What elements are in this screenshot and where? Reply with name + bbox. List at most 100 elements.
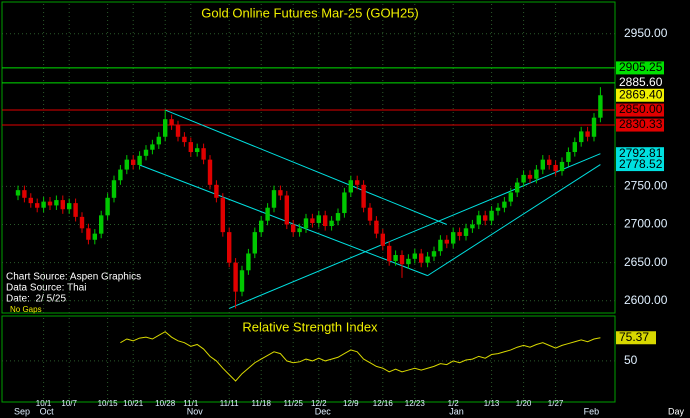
y-tick-label: 50: [624, 353, 638, 367]
candle-body: [451, 232, 456, 244]
candle-body: [201, 148, 206, 160]
note: Date: 2/ 5/25: [6, 294, 66, 305]
candle-body: [348, 180, 353, 193]
level-box: [616, 61, 664, 75]
month-label: Oct: [40, 406, 55, 416]
x-tick-label: 11/18: [251, 399, 271, 408]
candle-body: [60, 200, 65, 210]
level-box: [616, 147, 664, 161]
candle-body: [278, 190, 283, 196]
candle-body: [387, 245, 392, 262]
candle-body: [502, 201, 507, 208]
note: Chart Source: Aspen Graphics: [6, 272, 141, 283]
x-unit: Day: [668, 406, 685, 416]
candle-body: [239, 270, 245, 292]
month-label: Jan: [449, 406, 464, 416]
candle-body: [585, 131, 590, 137]
candle-body: [188, 142, 193, 153]
x-tick-label: 12/23: [405, 399, 426, 408]
candle-body: [99, 215, 104, 234]
y-tick-label: 2700.00: [624, 217, 668, 231]
candle-body: [156, 136, 161, 145]
candle-body: [489, 210, 494, 221]
candle-body: [515, 182, 520, 193]
x-tick-label: 1/2: [448, 399, 460, 408]
level-label: 2830.33: [619, 117, 663, 131]
candle-body: [35, 203, 40, 208]
candle-body: [470, 224, 475, 229]
candle-body: [111, 180, 117, 198]
level-label: 2869.40: [619, 87, 663, 101]
candle-body: [143, 149, 149, 156]
candle-body: [431, 251, 437, 257]
candle-body: [329, 220, 334, 227]
trendline: [427, 164, 601, 277]
candle-body: [316, 215, 321, 223]
candle-body: [47, 201, 53, 206]
candle-body: [28, 197, 33, 204]
candle-body: [175, 125, 181, 137]
x-tick-label: 10/7: [61, 399, 77, 408]
x-tick-label: 12/16: [373, 399, 394, 408]
level-box: [616, 158, 664, 172]
candle-body: [303, 218, 309, 229]
month-label: Dec: [315, 406, 332, 416]
candle-body: [79, 216, 85, 229]
candle-body: [335, 213, 341, 221]
x-tick-label: 10/28: [155, 399, 176, 408]
candle-body: [233, 262, 238, 292]
candle-body: [265, 207, 270, 221]
candle-body: [131, 159, 136, 165]
candle-body: [355, 180, 360, 185]
candle-body: [367, 207, 373, 221]
candle-body: [559, 161, 565, 172]
month-label: Nov: [187, 406, 204, 416]
candle-body: [297, 228, 302, 233]
trendline: [165, 109, 447, 225]
candle-body: [137, 155, 142, 165]
candle-body: [214, 184, 219, 198]
level-box: [616, 118, 664, 132]
indicator-line: [120, 331, 601, 382]
candle-body: [419, 253, 424, 263]
candle-body: [259, 220, 264, 233]
candle-body: [540, 159, 545, 170]
candle-body: [463, 228, 469, 236]
candle-body: [361, 184, 366, 208]
candle-body: [22, 190, 27, 198]
candle-body: [393, 255, 398, 262]
candle-body: [457, 232, 462, 236]
candle-body: [508, 192, 513, 202]
indicator-value-label: 75.37: [619, 330, 649, 344]
candle-body: [67, 203, 72, 210]
candle-body: [207, 159, 213, 185]
candle-body: [323, 215, 328, 227]
candle-body: [444, 239, 449, 244]
candle-body: [54, 200, 59, 206]
x-tick-label: 12/2: [311, 399, 327, 408]
candle-body: [476, 215, 481, 225]
x-tick-label: 1/27: [548, 399, 564, 408]
level-label: 2792.81: [619, 146, 663, 160]
candle-body: [495, 207, 501, 211]
y-tick-label: 2650.00: [624, 255, 668, 269]
candle-body: [534, 169, 539, 179]
candle-body: [105, 197, 110, 216]
candle-body: [169, 119, 174, 126]
candle-body: [15, 190, 21, 196]
candle-body: [41, 201, 46, 208]
x-tick-label: 1/20: [516, 399, 532, 408]
candle-body: [380, 233, 385, 246]
candle-body: [572, 142, 577, 153]
price-panel: [1, 1, 616, 314]
candle-body: [425, 256, 430, 263]
candle-body: [291, 224, 296, 233]
level-label: 2778.52: [619, 157, 663, 171]
candle-body: [527, 174, 533, 179]
candle-body: [150, 144, 155, 150]
candle-body: [412, 253, 417, 259]
x-tick-label: 10/15: [98, 399, 119, 408]
x-tick-label: 12/9: [343, 399, 359, 408]
y-tick-label: 2750.00: [624, 179, 668, 193]
candle-body: [195, 148, 200, 153]
